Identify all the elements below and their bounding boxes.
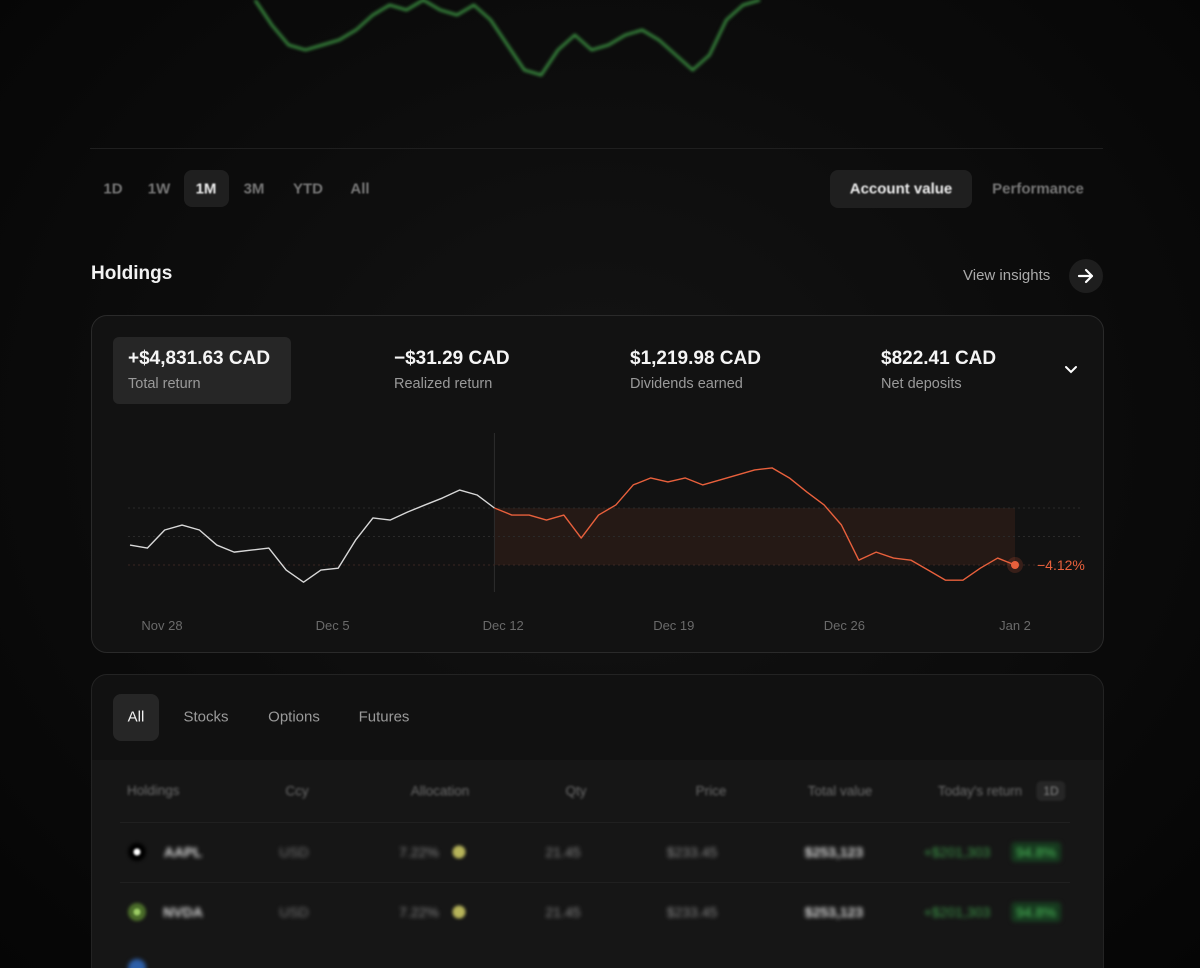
table-cell: NVDA: [163, 904, 203, 920]
period-pill: 1D: [1036, 781, 1066, 801]
active-view-bg: [830, 170, 972, 208]
filter-tab[interactable]: All: [127, 708, 145, 726]
column-header: Price: [695, 783, 727, 799]
table-cell: $233.45: [666, 904, 718, 920]
stat-value[interactable]: $822.41 CAD: [881, 348, 997, 369]
period-tab[interactable]: All: [350, 180, 370, 198]
column-header: Allocation: [410, 783, 470, 799]
ticker-icon-dot: [133, 908, 141, 916]
top-chart-line: [253, 0, 761, 77]
insights-button[interactable]: [1069, 259, 1103, 293]
allocation-icon: [452, 845, 466, 859]
column-header: Ccy: [285, 783, 309, 799]
divider: [90, 148, 1103, 149]
table-cell: +$201,303: [923, 844, 991, 860]
section-title: Holdings: [91, 263, 173, 284]
period-tab[interactable]: 1M: [195, 180, 217, 198]
ticker-icon-dot: [133, 848, 141, 856]
table-cell: +$201,303: [923, 904, 991, 920]
allocation-icon: [452, 905, 466, 919]
stat-value[interactable]: $1,219.98 CAD: [630, 348, 761, 369]
stat-label: Total return: [128, 376, 201, 392]
table-cell: USD: [279, 844, 309, 860]
filter-tab[interactable]: Stocks: [183, 708, 229, 726]
row-divider: [120, 882, 1070, 883]
table-cell: 21.45: [545, 844, 581, 860]
insights-link[interactable]: View insights: [963, 267, 1051, 284]
ticker-icon: [128, 959, 146, 968]
stat-value[interactable]: +$4,831.63 CAD: [128, 348, 271, 369]
table-cell: $233.45: [666, 844, 718, 860]
stat-selected-bg: [113, 337, 291, 404]
table-cell: $253,123: [804, 844, 864, 860]
table-cell: USD: [279, 904, 309, 920]
column-header: Total value: [807, 783, 873, 799]
table-body: [92, 760, 1103, 968]
column-header: Today's return: [937, 783, 1023, 799]
view-tab[interactable]: Account value: [849, 180, 953, 198]
column-header: Qty: [565, 783, 587, 799]
row-divider: [120, 822, 1070, 823]
table-cell: 21.45: [545, 904, 581, 920]
active-tab-bg: [184, 170, 229, 207]
active-filter-bg: [113, 694, 159, 741]
period-tab[interactable]: 1D: [103, 180, 123, 198]
stat-label: Net deposits: [881, 376, 962, 392]
view-tab[interactable]: Performance: [992, 180, 1084, 198]
table-cell: 7.22%: [399, 904, 439, 920]
filter-tab[interactable]: Options: [268, 708, 320, 726]
stat-label: Realized return: [394, 376, 493, 392]
stat-label: Dividends earned: [630, 376, 743, 392]
chevron-icon[interactable]: [1063, 362, 1079, 378]
table-cell: 94.8%: [1011, 902, 1061, 922]
filter-tab[interactable]: Futures: [358, 708, 410, 726]
column-header: Holdings: [127, 783, 180, 798]
table-cell: 7.22%: [399, 844, 439, 860]
period-tab[interactable]: 1W: [147, 180, 171, 198]
stat-value[interactable]: −$31.29 CAD: [394, 348, 510, 369]
table-cell: AAPL: [163, 844, 203, 860]
table-cell: $253,123: [804, 904, 864, 920]
arrow-icon: [1077, 268, 1094, 284]
period-tab[interactable]: YTD: [293, 180, 323, 198]
table-cell: 94.8%: [1011, 842, 1061, 862]
period-tab[interactable]: 3M: [243, 180, 265, 198]
